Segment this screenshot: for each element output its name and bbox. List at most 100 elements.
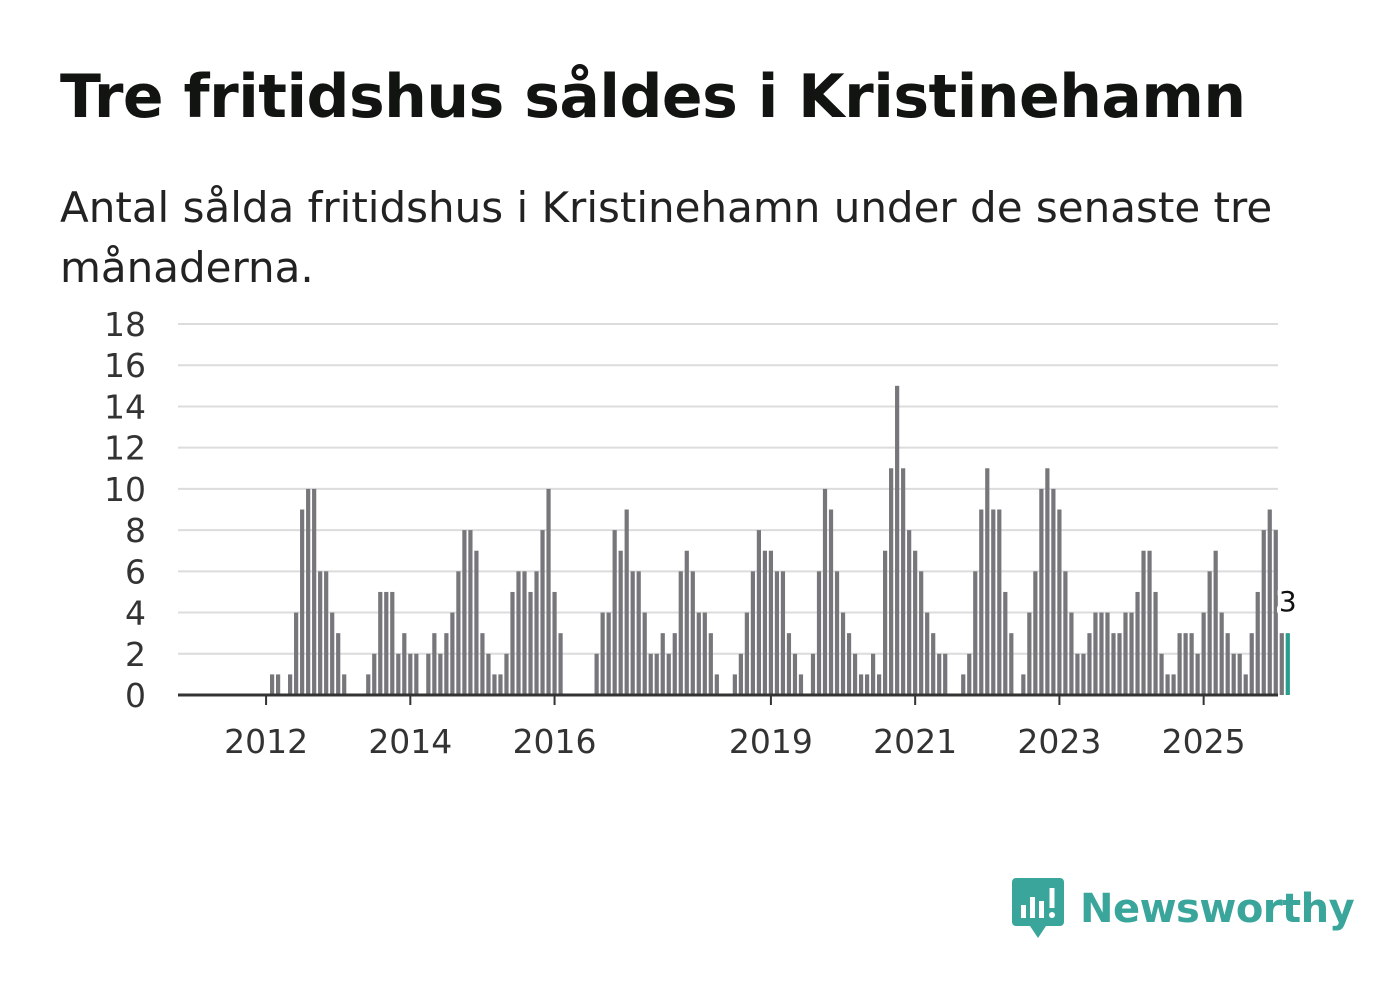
bar [702, 612, 707, 695]
bar [1105, 612, 1110, 695]
bar [342, 674, 347, 695]
bar [1267, 509, 1272, 695]
bar [1243, 674, 1248, 695]
bar [1057, 509, 1062, 695]
bar [816, 571, 822, 695]
bar [1249, 633, 1254, 695]
bar [1039, 488, 1044, 695]
bar [1183, 633, 1188, 695]
bar [300, 509, 305, 695]
bar [979, 509, 984, 695]
bar [504, 653, 509, 695]
bar [480, 633, 485, 695]
bar [1117, 633, 1122, 695]
brand-name: Newsworthy [1080, 886, 1355, 932]
bar [1213, 550, 1218, 695]
bar [1195, 653, 1200, 695]
x-tick-label: 2019 [729, 722, 813, 761]
bar [846, 633, 852, 695]
bar [468, 530, 473, 695]
bar [943, 653, 948, 695]
bar [1021, 674, 1026, 695]
bar [678, 571, 683, 695]
bar [864, 674, 870, 695]
bar [840, 612, 846, 695]
bar [1081, 653, 1086, 695]
bar [408, 653, 413, 695]
bar [510, 591, 515, 695]
bar [834, 571, 840, 695]
bar [973, 571, 978, 695]
chart-subtitle: Antal sålda fritidshus i Kristinehamn un… [60, 183, 1273, 292]
bar [630, 571, 635, 695]
bar [798, 674, 804, 695]
bar [1135, 591, 1140, 695]
bar [324, 571, 329, 695]
bar [276, 674, 281, 695]
bar [660, 633, 665, 695]
bar [540, 530, 545, 695]
bar [528, 591, 533, 695]
bar [624, 509, 629, 695]
newsworthy-logo: Newsworthy [1012, 878, 1355, 940]
bar [612, 530, 617, 695]
bar [1033, 571, 1038, 695]
bar [913, 550, 918, 695]
bar [672, 633, 677, 695]
x-tick-label: 2023 [1017, 722, 1101, 761]
bar [1225, 633, 1230, 695]
y-tick-label: 0 [125, 676, 146, 715]
bar [1189, 633, 1194, 695]
bar [384, 591, 389, 695]
y-tick-label: 10 [104, 470, 146, 509]
bar [486, 653, 491, 695]
bar [426, 653, 431, 695]
bar [1201, 612, 1206, 695]
bar [937, 653, 942, 695]
bar [1099, 612, 1104, 695]
bar [883, 550, 888, 695]
bar [606, 612, 611, 695]
x-axis-ticks: 2012 2014 2016 2019 2021 2023 2025 [224, 695, 1246, 761]
bar [1141, 550, 1146, 695]
bar [498, 674, 503, 695]
bar [546, 488, 551, 695]
bar [414, 653, 419, 695]
bar [1261, 530, 1266, 695]
bar [961, 674, 966, 695]
bar [810, 653, 816, 695]
bar [1075, 653, 1080, 695]
y-tick-label: 14 [104, 387, 146, 426]
bar [1045, 468, 1050, 695]
bar [744, 612, 749, 695]
bar [852, 653, 858, 695]
bar [684, 550, 689, 695]
newsworthy-logo-icon [1012, 878, 1064, 938]
bar [828, 509, 834, 695]
x-tick-label: 2021 [873, 722, 957, 761]
bar [870, 653, 876, 695]
bar [600, 612, 605, 695]
bar [294, 612, 299, 695]
bar [1273, 530, 1278, 695]
y-tick-label: 4 [125, 594, 146, 633]
bar [1027, 612, 1032, 695]
bar-highlight [1285, 633, 1290, 695]
bar [708, 633, 713, 695]
bar [1165, 674, 1170, 695]
bar [1171, 674, 1176, 695]
bar [889, 468, 894, 695]
bar [690, 571, 695, 695]
bar [552, 591, 557, 695]
bar [931, 633, 936, 695]
data-labels: 3 [1275, 581, 1301, 622]
bar [366, 674, 371, 695]
bar [780, 571, 786, 695]
bar [1087, 633, 1092, 695]
bar [1279, 633, 1284, 695]
bar [558, 633, 563, 695]
x-tick-label: 2014 [368, 722, 452, 761]
bar [594, 653, 599, 695]
y-tick-label: 2 [125, 635, 146, 674]
